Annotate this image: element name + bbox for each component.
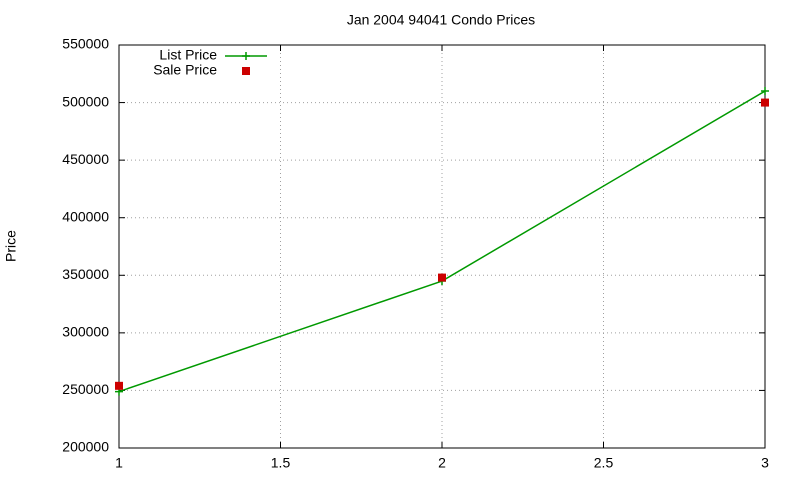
y-tick-label: 350000 [62, 266, 109, 282]
point [242, 67, 250, 75]
legend-label: Sale Price [153, 62, 217, 78]
x-tick-label: 1 [115, 455, 123, 471]
x-tick-label: 3 [761, 455, 769, 471]
y-tick-label: 200000 [62, 439, 109, 455]
point [115, 381, 123, 390]
y-axis-label: Price [3, 230, 19, 262]
x-tick-label: 2 [438, 455, 446, 471]
point [761, 98, 769, 107]
y-tick-label: 450000 [62, 151, 109, 167]
point [242, 52, 250, 60]
y-tick-label: 250000 [62, 381, 109, 397]
y-tick-label: 550000 [62, 36, 109, 52]
y-tick-label: 300000 [62, 324, 109, 340]
chart-title: Jan 2004 94041 Condo Prices [347, 12, 535, 28]
point [438, 273, 446, 282]
x-tick-label: 2.5 [594, 455, 614, 471]
y-tick-label: 400000 [62, 208, 109, 224]
y-tick-label: 500000 [62, 93, 109, 109]
x-tick-label: 1.5 [271, 455, 291, 471]
plot-border [118, 44, 766, 449]
point [761, 87, 769, 96]
legend-label: List Price [159, 47, 217, 63]
